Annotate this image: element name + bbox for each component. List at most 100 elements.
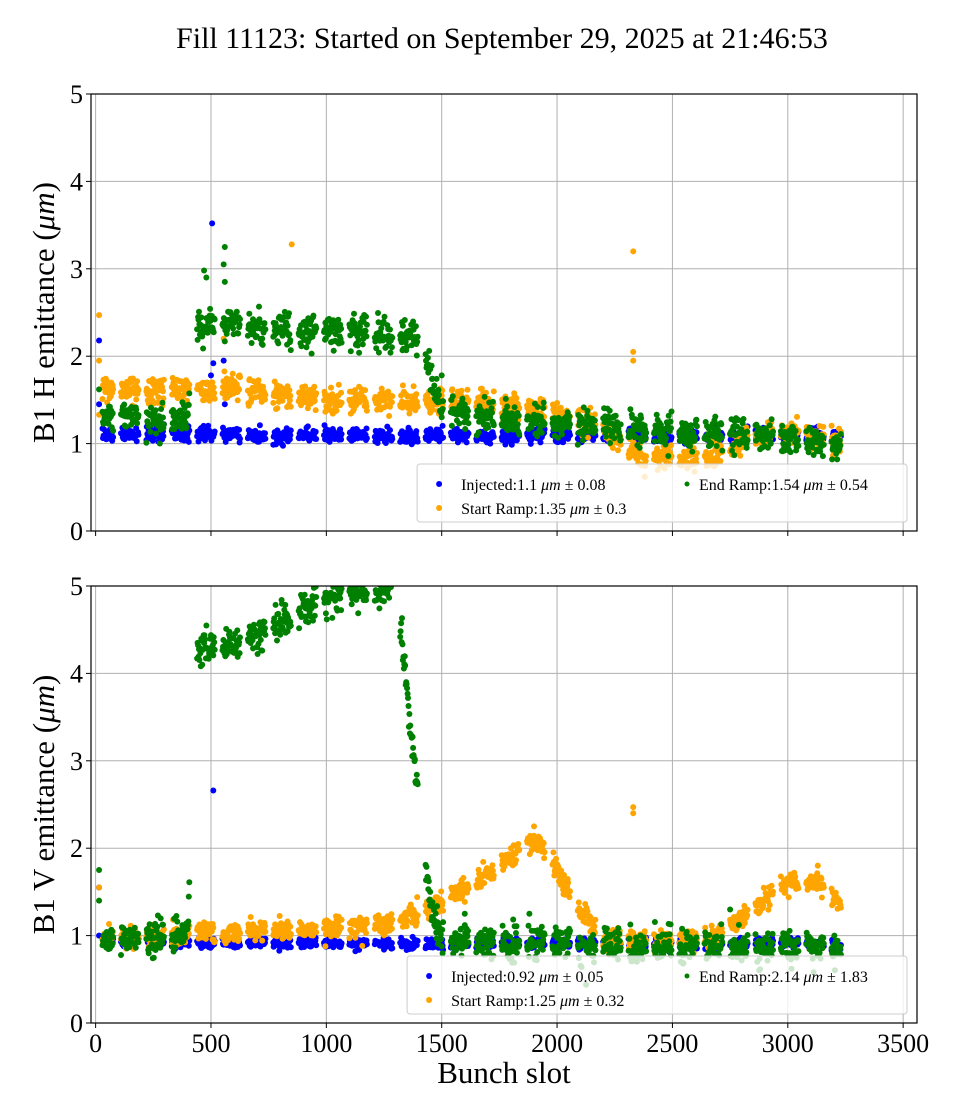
data-point: [717, 458, 724, 464]
data-point: [262, 430, 268, 437]
data-point: [210, 924, 217, 931]
data-point: [401, 317, 408, 323]
data-point: [692, 434, 698, 440]
data-point: [627, 406, 634, 413]
data-point: [489, 409, 495, 416]
data-point-outlier: [630, 248, 637, 255]
data-point: [247, 914, 254, 920]
data-point: [636, 444, 643, 451]
data-point: [280, 314, 287, 321]
data-point: [286, 397, 293, 404]
data-point: [489, 398, 496, 405]
data-points: [96, 586, 844, 988]
data-point: [262, 326, 269, 333]
data-point: [383, 343, 390, 350]
data-point: [279, 397, 286, 404]
data-point-outlier: [438, 372, 445, 379]
data-point: [262, 928, 269, 935]
data-point: [287, 432, 294, 439]
data-point: [424, 354, 431, 361]
axes-frame: [90, 93, 918, 532]
data-point: [99, 396, 106, 402]
data-point: [338, 339, 345, 346]
data-point: [211, 316, 218, 323]
data-point: [196, 308, 202, 315]
data-point: [211, 939, 218, 945]
data-point: [712, 413, 719, 420]
data-point: [363, 435, 370, 442]
data-point: [337, 426, 344, 433]
data-point: [770, 428, 776, 435]
data-point: [653, 411, 660, 418]
data-point: [313, 436, 320, 442]
legend-box: [416, 463, 908, 523]
data-point: [362, 387, 369, 394]
chart-title: Fill 11123: Started on September 29, 202…: [176, 22, 828, 55]
data-point: [351, 310, 357, 317]
data-point: [651, 438, 658, 445]
data-point: [363, 407, 370, 414]
data-point: [347, 348, 354, 355]
data-point: [202, 935, 209, 942]
data-points: [96, 220, 844, 480]
data-point: [414, 333, 421, 340]
data-point: [465, 408, 471, 414]
data-point: [584, 407, 591, 414]
data-point: [262, 391, 269, 398]
data-point: [287, 403, 294, 410]
data-point: [458, 387, 465, 394]
data-point: [185, 402, 192, 408]
data-point: [156, 440, 163, 447]
data-point: [538, 429, 545, 436]
data-point: [386, 413, 393, 419]
data-point: [312, 428, 319, 435]
data-point: [410, 383, 417, 390]
data-point: [355, 337, 362, 344]
data-point: [606, 407, 613, 414]
data-point: [200, 345, 207, 352]
data-point: [387, 349, 394, 356]
data-point: [135, 431, 142, 438]
data-point: [465, 430, 472, 437]
data-point: [155, 394, 162, 401]
data-point: [237, 942, 243, 949]
data-point: [502, 395, 509, 402]
series-start-ramp: [96, 804, 844, 957]
data-point: [160, 376, 167, 383]
data-point: [335, 381, 342, 388]
data-point: [328, 384, 334, 391]
data-point: [665, 453, 672, 459]
data-point-outlier: [220, 357, 227, 364]
data-point: [431, 382, 438, 389]
data-point: [591, 411, 598, 418]
data-point: [642, 435, 649, 442]
data-point: [153, 430, 160, 437]
data-point: [286, 310, 292, 317]
data-point: [615, 447, 621, 454]
data-point: [820, 423, 827, 430]
data-point: [287, 392, 294, 399]
data-point: [338, 389, 345, 396]
data-point: [286, 331, 293, 338]
data-point: [566, 413, 573, 420]
data-point: [133, 438, 140, 445]
data-point: [414, 438, 421, 445]
data-point: [438, 414, 445, 421]
data-point-outlier: [96, 337, 103, 344]
data-point: [304, 405, 311, 412]
data-point: [502, 441, 509, 448]
data-point: [787, 449, 794, 456]
legend-label-start-ramp: Start Ramp:1.35 μm ± 0.3: [461, 501, 626, 518]
data-point: [439, 406, 446, 412]
data-point: [410, 318, 417, 325]
data-point: [408, 342, 415, 349]
data-point: [284, 322, 291, 329]
data-point: [207, 305, 214, 312]
data-point: [363, 941, 370, 948]
data-point: [465, 420, 472, 427]
data-point: [440, 398, 447, 405]
data-point: [794, 413, 800, 420]
data-point: [388, 344, 395, 351]
data-point: [204, 379, 211, 386]
